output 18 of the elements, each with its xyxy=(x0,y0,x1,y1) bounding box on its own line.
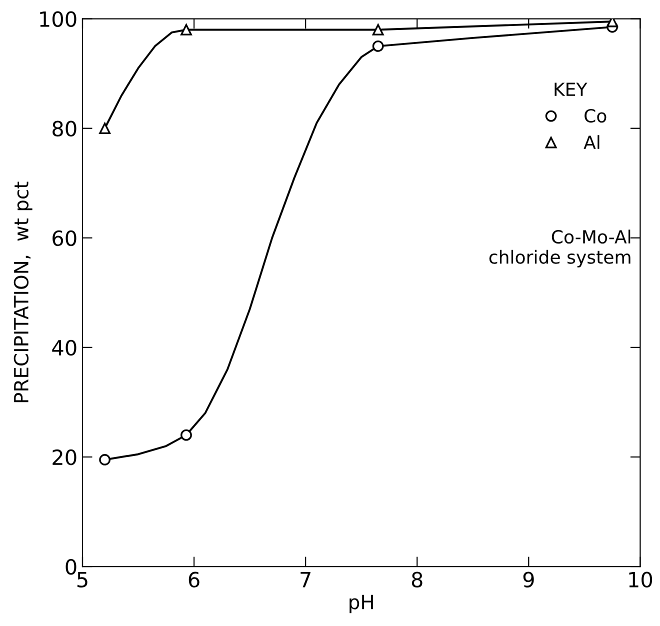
y-tick-label: 60 xyxy=(52,230,76,246)
annotation: Co-Mo-Al chloride system xyxy=(489,230,630,268)
x-tick-label: 6 xyxy=(188,572,200,588)
legend-label: Co xyxy=(584,108,606,123)
x-axis-title: pH xyxy=(350,594,373,614)
y-tick-label: 0 xyxy=(66,558,76,575)
y-tick-label: 80 xyxy=(52,120,76,137)
x-tick-label: 8 xyxy=(412,572,422,588)
x-tick-label: 7 xyxy=(300,572,310,588)
x-tick-label: 9 xyxy=(523,572,534,588)
y-axis-title: PRECIPITATION, wt pct xyxy=(14,182,32,402)
legend-title: KEY xyxy=(554,82,588,96)
x-tick-label: 5 xyxy=(77,572,88,588)
legend-label: Al xyxy=(584,135,600,149)
y-tick-label: 40 xyxy=(52,340,76,356)
y-tick-label: 100 xyxy=(40,11,76,27)
y-tick-label: 20 xyxy=(52,449,76,466)
x-tick-label: 10 xyxy=(629,572,652,588)
